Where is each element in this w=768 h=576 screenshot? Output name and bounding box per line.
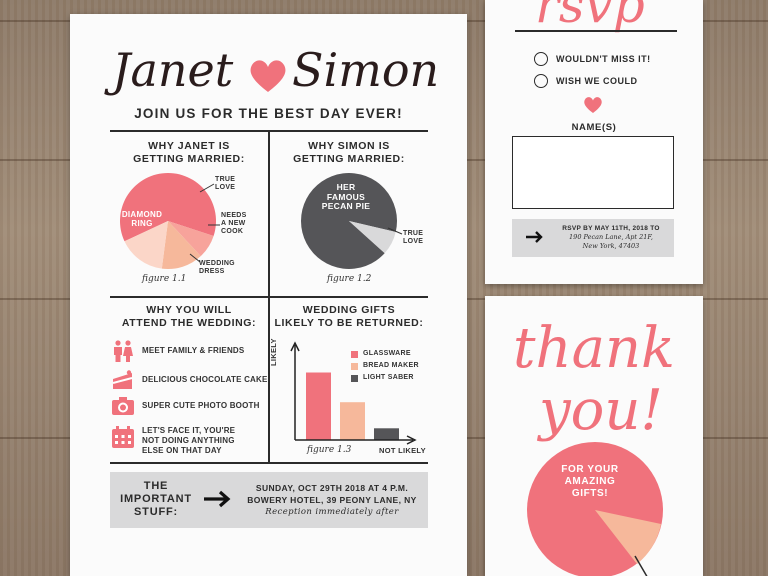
janet-label-cook: NEEDS A NEW COOK [221,212,247,235]
name-left: Janet [112,43,234,97]
gifts-figure-caption: figure 1.3 [307,445,352,455]
gifts-title: WEDDING GIFTS LIKELY TO BE RETURNED: [274,304,424,329]
calendar-icon [112,426,134,448]
gifts-bar-chart [290,341,417,445]
rsvp-card: rsvp WOULDN'T MISS IT! WISH WE COULD NAM… [485,0,703,284]
legend-bread-maker: BREAD MAKER [351,360,419,372]
legend-glassware: GLASSWARE [351,348,419,360]
arrow-right-icon [202,490,232,513]
legend-swatch [351,350,358,358]
janet-figure-caption: figure 1.1 [142,274,187,284]
attend-title: WHY YOU WILL ATTEND THE WEDDING: [121,304,257,329]
simon-figure-caption: figure 1.2 [327,274,372,284]
simon-pie-chart [301,172,397,269]
event-details: SUNDAY, OCT 29TH 2018 AT 4 P.M. BOWERY H… [247,483,417,517]
divider-bottom [110,462,428,464]
slice-true-love [349,221,396,254]
reason-family: MEET FAMILY & FRIENDS [142,346,245,355]
option-wish-we-could[interactable]: WISH WE COULD [534,74,638,88]
janet-label-dress: WEDDING DRESS [199,260,235,275]
radio-circle[interactable] [534,74,548,88]
simon-label-true-love: TRUE LOVE [403,230,424,245]
gifts-ylabel: LIKELY [269,338,278,366]
important-stuff-panel [110,472,428,528]
name-right: Simon [292,43,440,97]
slice-wedding-dress [124,221,168,269]
invitation-card: Janet Simon JOIN US FOR THE BEST DAY EVE… [70,14,467,576]
janet-title: WHY JANET IS GETTING MARRIED: [133,140,245,165]
thank-line: thank [513,316,675,381]
thanks-pie-text: FOR YOUR AMAZING GIFTS! [561,464,619,499]
bar-light-saber [374,428,399,440]
tagline: JOIN US FOR THE BEST DAY EVER! [134,106,403,121]
rsvp-title: rsvp [535,0,645,34]
simon-leader-line [387,227,403,235]
names-field[interactable] [512,136,674,209]
cake-icon [112,370,134,390]
slice-needs-cook [161,221,201,269]
slice-pecan-pie [301,172,397,269]
janet-leader-lines [189,183,220,263]
gifts-thanks-pie [527,442,663,576]
legend-swatch [351,362,358,370]
slice-diamond-ring [119,173,216,242]
divider-vertical [268,130,270,462]
names-label: NAME(S) [571,122,617,133]
important-label: THE IMPORTANT STUFF: [120,480,192,518]
legend-swatch [351,374,358,382]
camera-icon [112,396,134,416]
gifts-xlabel: NOT LIKELY [379,446,426,455]
bar-glassware [306,372,331,440]
option-label: WOULDN'T MISS IT! [556,54,651,64]
heart-icon [248,58,288,99]
reason-cake: DELICIOUS CHOCOLATE CAKE [142,375,268,384]
radio-circle[interactable] [534,52,548,66]
janet-label-diamond: DIAMOND RING [121,210,163,228]
simon-title: WHY SIMON IS GETTING MARRIED: [293,140,405,165]
bar-bread-maker [340,402,365,440]
gifts-legend: GLASSWARE BREAD MAKER LIGHT SABER [351,348,419,384]
thank-you-card: thank you! FOR YOUR AMAZING GIFTS! [485,296,703,576]
janet-label-true-love: TRUE LOVE [215,176,236,191]
reason-nothing-else: LET'S FACE IT, YOU'RE NOT DOING ANYTHING E… [142,426,236,455]
you-line: you! [539,378,663,443]
rsvp-title-underline [515,30,677,32]
option-label: WISH WE COULD [556,76,638,86]
heart-icon [583,96,603,119]
reason-photo: SUPER CUTE PHOTO BOOTH [142,401,260,410]
slice-true-love [168,221,214,257]
rsvp-info-text: RSVP BY MAY 11TH, 2018 TO 190 Pecan Lane… [562,225,660,250]
option-wouldnt-miss[interactable]: WOULDN'T MISS IT! [534,52,651,66]
people-icon [112,340,134,362]
simon-label-pecan-pie: HER FAMOUS PECAN PIE [321,182,371,211]
janet-pie-chart [119,173,216,269]
arrow-right-icon [525,230,545,249]
legend-light-saber: LIGHT SABER [351,372,419,384]
